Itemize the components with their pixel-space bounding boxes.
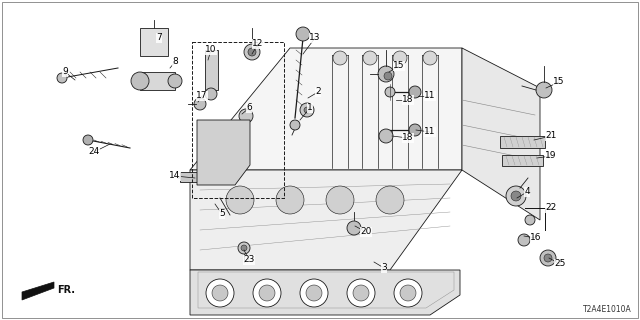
Polygon shape bbox=[462, 48, 540, 220]
Circle shape bbox=[205, 88, 217, 100]
Circle shape bbox=[57, 73, 67, 83]
Circle shape bbox=[296, 27, 310, 41]
Circle shape bbox=[518, 234, 530, 246]
Text: 8: 8 bbox=[172, 58, 178, 67]
Text: 19: 19 bbox=[545, 151, 557, 161]
Text: T2A4E1010A: T2A4E1010A bbox=[583, 305, 632, 314]
Circle shape bbox=[393, 51, 407, 65]
Text: 11: 11 bbox=[424, 127, 436, 137]
Text: 10: 10 bbox=[205, 45, 217, 54]
Bar bbox=[140, 28, 168, 56]
Circle shape bbox=[83, 135, 93, 145]
Text: 14: 14 bbox=[170, 172, 180, 180]
Circle shape bbox=[511, 191, 521, 201]
Text: 6: 6 bbox=[246, 103, 252, 113]
Circle shape bbox=[238, 242, 250, 254]
Circle shape bbox=[378, 66, 394, 82]
Text: 3: 3 bbox=[381, 263, 387, 273]
Polygon shape bbox=[22, 282, 54, 300]
Circle shape bbox=[304, 107, 310, 113]
Polygon shape bbox=[190, 48, 462, 170]
Polygon shape bbox=[502, 155, 543, 166]
Circle shape bbox=[506, 186, 526, 206]
Text: 13: 13 bbox=[309, 34, 321, 43]
Circle shape bbox=[363, 51, 377, 65]
Text: 7: 7 bbox=[156, 34, 162, 43]
Text: 15: 15 bbox=[553, 77, 564, 86]
Circle shape bbox=[239, 109, 253, 123]
Circle shape bbox=[206, 279, 234, 307]
Circle shape bbox=[544, 254, 552, 262]
Text: 1: 1 bbox=[307, 103, 313, 113]
Circle shape bbox=[409, 124, 421, 136]
Circle shape bbox=[248, 48, 256, 56]
Circle shape bbox=[168, 74, 182, 88]
Circle shape bbox=[385, 87, 395, 97]
Text: 24: 24 bbox=[88, 148, 100, 156]
Circle shape bbox=[347, 221, 361, 235]
Circle shape bbox=[306, 285, 322, 301]
Circle shape bbox=[290, 120, 300, 130]
Text: 17: 17 bbox=[196, 92, 208, 100]
Polygon shape bbox=[190, 170, 462, 270]
Circle shape bbox=[259, 285, 275, 301]
Circle shape bbox=[384, 72, 392, 80]
Circle shape bbox=[525, 215, 535, 225]
Circle shape bbox=[244, 44, 260, 60]
Polygon shape bbox=[197, 120, 250, 185]
Text: FR.: FR. bbox=[57, 285, 75, 295]
Circle shape bbox=[300, 279, 328, 307]
Text: 16: 16 bbox=[531, 234, 541, 243]
Text: 25: 25 bbox=[554, 260, 566, 268]
Text: 5: 5 bbox=[219, 210, 225, 219]
Circle shape bbox=[194, 98, 206, 110]
Polygon shape bbox=[205, 50, 218, 90]
Circle shape bbox=[379, 129, 393, 143]
Circle shape bbox=[536, 82, 552, 98]
Circle shape bbox=[333, 51, 347, 65]
Polygon shape bbox=[180, 172, 215, 182]
Text: 2: 2 bbox=[315, 87, 321, 97]
Circle shape bbox=[540, 250, 556, 266]
Text: 18: 18 bbox=[403, 133, 413, 142]
Text: 11: 11 bbox=[424, 92, 436, 100]
Text: 4: 4 bbox=[524, 188, 530, 196]
Bar bbox=[192, 42, 284, 198]
Circle shape bbox=[409, 86, 421, 98]
Circle shape bbox=[241, 245, 247, 251]
Polygon shape bbox=[190, 270, 460, 315]
Circle shape bbox=[300, 103, 314, 117]
Text: 21: 21 bbox=[545, 132, 557, 140]
Polygon shape bbox=[500, 136, 545, 148]
Circle shape bbox=[353, 285, 369, 301]
Circle shape bbox=[131, 72, 149, 90]
Circle shape bbox=[253, 279, 281, 307]
Polygon shape bbox=[140, 72, 175, 90]
Circle shape bbox=[423, 51, 437, 65]
Text: 23: 23 bbox=[243, 255, 255, 265]
Circle shape bbox=[347, 279, 375, 307]
Circle shape bbox=[394, 279, 422, 307]
Circle shape bbox=[376, 186, 404, 214]
Circle shape bbox=[212, 285, 228, 301]
Text: 15: 15 bbox=[393, 61, 404, 70]
Text: 12: 12 bbox=[252, 39, 264, 49]
Circle shape bbox=[400, 285, 416, 301]
Circle shape bbox=[276, 186, 304, 214]
Text: 20: 20 bbox=[360, 228, 372, 236]
Circle shape bbox=[226, 186, 254, 214]
Circle shape bbox=[326, 186, 354, 214]
Circle shape bbox=[212, 167, 228, 183]
Text: 9: 9 bbox=[62, 68, 68, 76]
Text: 22: 22 bbox=[545, 204, 557, 212]
Text: 18: 18 bbox=[403, 95, 413, 105]
